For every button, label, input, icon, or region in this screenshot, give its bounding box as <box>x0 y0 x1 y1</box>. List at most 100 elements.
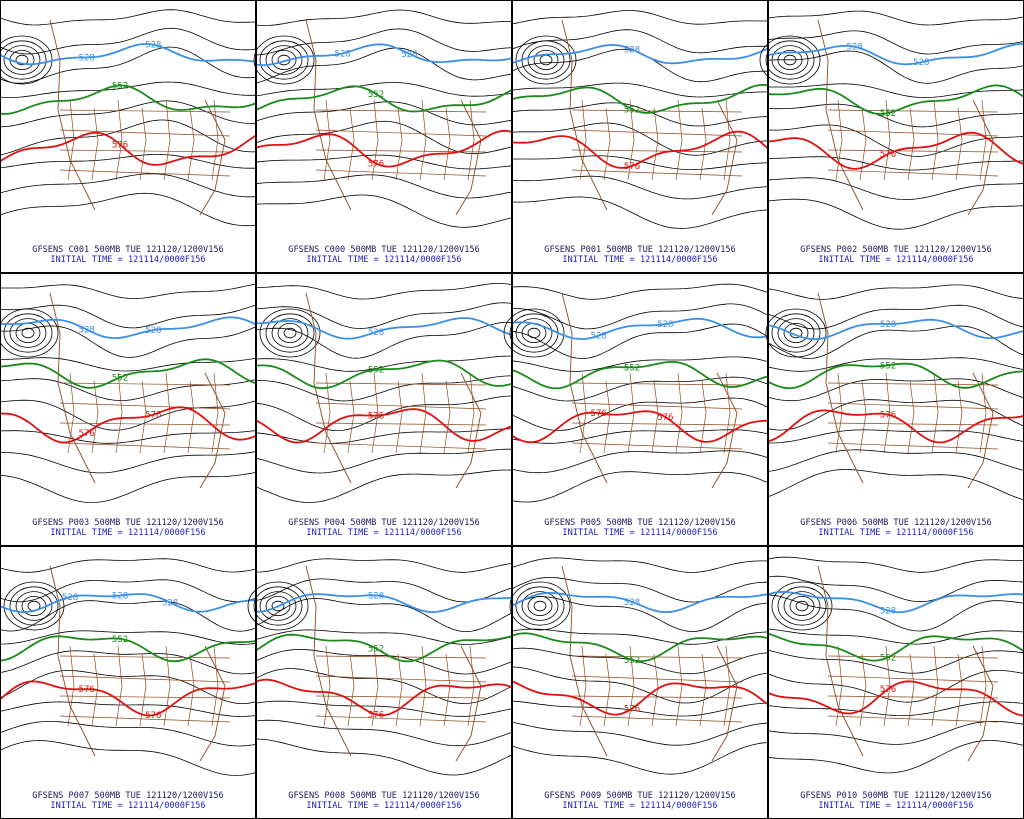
init-label: INITIAL TIME = 121114/0000F156 <box>306 801 461 811</box>
key-contour <box>255 359 513 390</box>
height-contour <box>255 194 513 228</box>
height-contour <box>0 100 257 128</box>
low-contour <box>3 581 65 631</box>
low-contour <box>789 596 815 617</box>
init-label: INITIAL TIME = 121114/0000F156 <box>818 255 973 265</box>
caption-bg <box>768 238 1024 268</box>
height-contour <box>767 30 1024 55</box>
height-contour <box>255 47 513 84</box>
boundary <box>955 380 963 454</box>
contour-label: 552 <box>624 105 640 115</box>
height-contour <box>0 430 257 444</box>
boundary <box>955 107 963 181</box>
map-panel: 528 552 576 GFSENS P008 500MB TUE 121120/12… <box>247 546 513 819</box>
boundary <box>827 149 999 153</box>
key-contour <box>767 632 1024 662</box>
low-contour <box>795 600 809 612</box>
init-label: INITIAL TIME = 121114/0000F156 <box>818 528 973 538</box>
map-panel: 528 528 528 552 576 576 GFSENS P007 500MB TUE … <box>0 546 257 819</box>
low-contour <box>253 586 303 626</box>
key-contour <box>511 130 769 169</box>
boundary <box>571 442 743 450</box>
low-contour <box>509 581 571 631</box>
boundary <box>979 372 987 454</box>
boundary <box>827 422 999 426</box>
contour-label: 576 <box>880 685 896 695</box>
height-contour <box>767 649 1024 674</box>
height-contour <box>255 648 513 675</box>
key-contour <box>511 83 769 114</box>
height-contour <box>767 469 1024 501</box>
height-contour <box>0 471 257 504</box>
contour-label: 552 <box>112 373 128 383</box>
boundary <box>827 109 999 113</box>
init-label: INITIAL TIME = 121114/0000F156 <box>306 255 461 265</box>
low-contour <box>777 50 803 71</box>
boundary <box>323 645 331 727</box>
boundary <box>603 107 611 181</box>
height-contour <box>255 9 512 27</box>
contour-label: 576 <box>112 141 128 151</box>
contour-label: 576 <box>591 409 607 419</box>
low-contour <box>765 40 815 80</box>
height-contour <box>767 10 1024 26</box>
boundary <box>315 422 487 426</box>
contour-label: 528 <box>145 326 161 336</box>
boundary <box>115 372 123 454</box>
boundary <box>907 107 915 181</box>
low-contour <box>0 308 59 358</box>
contour-label: 552 <box>368 366 384 376</box>
low-contour <box>21 327 35 339</box>
low-contour <box>527 596 553 617</box>
boundary <box>931 99 939 181</box>
contour-label: 528 <box>79 326 95 336</box>
low-contour <box>271 318 309 348</box>
map-panel: 528 528 552 576 GFSENS C000 500MB TUE 121120… <box>253 0 513 273</box>
height-contour <box>767 740 1024 774</box>
height-contour <box>0 9 257 26</box>
low-contour <box>283 327 297 339</box>
contour-label: 576 <box>79 429 95 439</box>
height-contour <box>767 449 1024 472</box>
height-contour <box>767 429 1024 444</box>
boundary <box>59 422 231 426</box>
height-contour <box>511 303 769 330</box>
height-contour <box>255 101 513 126</box>
height-contour <box>511 82 768 98</box>
boundary <box>139 653 147 727</box>
low-contour <box>783 54 797 66</box>
boundary <box>67 645 75 727</box>
boundary <box>579 645 587 727</box>
map-panel: 528 528 552 576 GFSENS P002 500MB TUE 121120… <box>759 0 1024 273</box>
contour-label: 528 <box>880 320 896 330</box>
low-contour <box>783 591 821 621</box>
boundary <box>419 645 427 727</box>
boundary <box>571 169 743 177</box>
boundary <box>699 107 707 181</box>
boundary <box>371 372 379 454</box>
boundary <box>91 107 99 181</box>
height-contour <box>0 154 256 169</box>
boundary <box>163 372 171 454</box>
height-contour <box>767 670 1024 703</box>
boundary <box>443 380 451 454</box>
init-label: INITIAL TIME = 121114/0000F156 <box>562 801 717 811</box>
boundary <box>571 129 743 137</box>
height-contour <box>767 575 1024 603</box>
low-contour <box>15 323 41 344</box>
boundary <box>603 653 611 727</box>
height-contour <box>767 50 1024 84</box>
low-contour <box>771 581 833 631</box>
height-contour <box>768 83 1024 99</box>
boundary <box>827 695 999 699</box>
key-contour <box>511 43 769 65</box>
boundary <box>347 107 355 181</box>
boundary <box>571 402 743 410</box>
contour-label: 576 <box>368 412 384 422</box>
height-contour <box>255 668 513 704</box>
boundary <box>59 442 231 450</box>
boundary <box>835 99 843 181</box>
height-contour <box>0 451 257 474</box>
contour-label: 528 <box>368 328 384 338</box>
